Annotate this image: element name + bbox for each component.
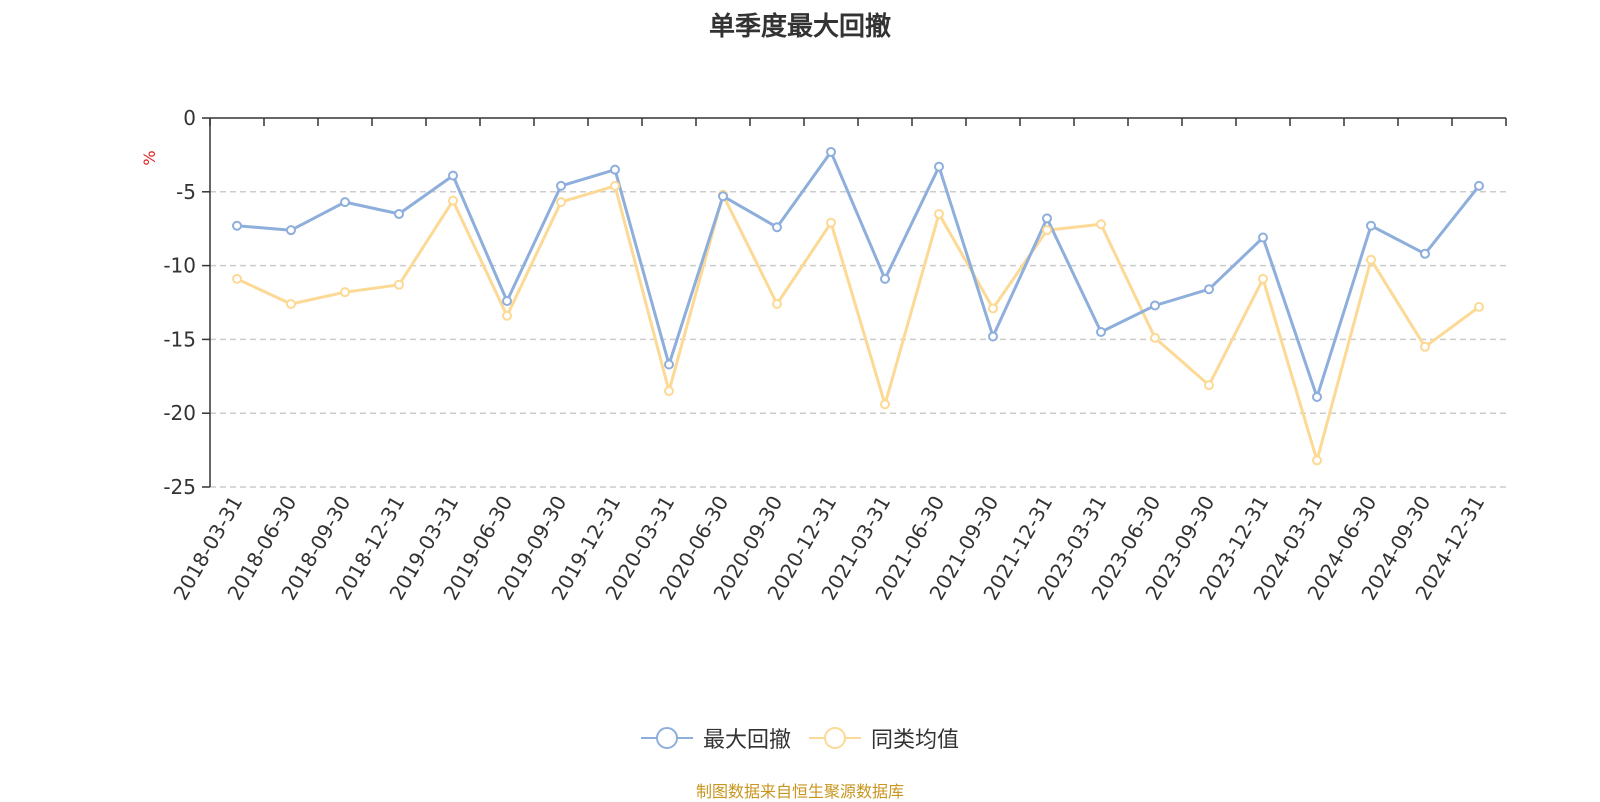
data-point [232, 220, 242, 231]
data-point [340, 197, 350, 208]
chart-title: 单季度最大回撤 [708, 12, 891, 42]
legend-line-circle-icon [809, 727, 861, 749]
y-tick-label: -5 [176, 180, 196, 204]
data-point [556, 197, 566, 208]
data-point [1420, 341, 1430, 352]
series-line [236, 150, 1481, 399]
data-point [1474, 180, 1484, 191]
data-point [1096, 327, 1106, 338]
data-point [1420, 248, 1430, 259]
data-point [1312, 455, 1322, 466]
data-point [340, 287, 350, 298]
y-tick-label: -15 [163, 327, 196, 351]
y-tick-label: -10 [163, 254, 196, 278]
data-point [1204, 284, 1214, 295]
data-point [1366, 254, 1376, 265]
data-point [826, 217, 836, 228]
legend-item-max-drawdown[interactable]: 最大回撤 [640, 722, 791, 754]
data-point [394, 208, 404, 219]
y-tick-label: 0 [183, 106, 196, 130]
data-point [1096, 219, 1106, 230]
data-point [934, 208, 944, 219]
data-point [232, 273, 242, 284]
legend-item-peer-average[interactable]: 同类均值 [809, 722, 959, 754]
data-point [718, 191, 728, 202]
data-point [286, 298, 296, 309]
data-point [610, 164, 620, 175]
data-point [394, 279, 404, 290]
data-point [826, 146, 836, 157]
legend: 最大回撤 同类均值 [0, 722, 1600, 754]
data-point [772, 222, 782, 233]
data-point [448, 170, 458, 181]
series-line [236, 184, 1480, 462]
data-point [502, 296, 512, 307]
data-point [880, 273, 890, 284]
data-point [1042, 225, 1052, 236]
data-point [1204, 380, 1214, 391]
data-point [1258, 232, 1268, 243]
data-point [934, 161, 944, 172]
y-tick-label: -20 [163, 401, 196, 425]
data-point [988, 331, 998, 342]
data-point [664, 359, 674, 370]
data-point [1042, 213, 1052, 224]
data-point [1474, 301, 1484, 312]
data-point [610, 180, 620, 191]
data-source-note: 制图数据来自恒生聚源数据库 [695, 782, 904, 801]
data-point [664, 386, 674, 397]
data-point [1150, 300, 1160, 311]
legend-label: 最大回撤 [702, 728, 791, 753]
legend-line-circle-icon [640, 727, 693, 749]
data-point [556, 180, 566, 191]
y-axis-unit-label: % [140, 150, 159, 165]
data-point [988, 303, 998, 314]
y-tick-label: -25 [163, 475, 196, 499]
data-point [502, 310, 512, 321]
data-point [448, 195, 458, 206]
data-point [1258, 273, 1268, 284]
data-point [1150, 332, 1160, 343]
data-point [286, 225, 296, 236]
data-point [772, 298, 782, 309]
data-point [1366, 220, 1376, 231]
legend-label: 同类均值 [871, 728, 960, 753]
data-point [1312, 391, 1322, 402]
data-point [880, 399, 890, 410]
